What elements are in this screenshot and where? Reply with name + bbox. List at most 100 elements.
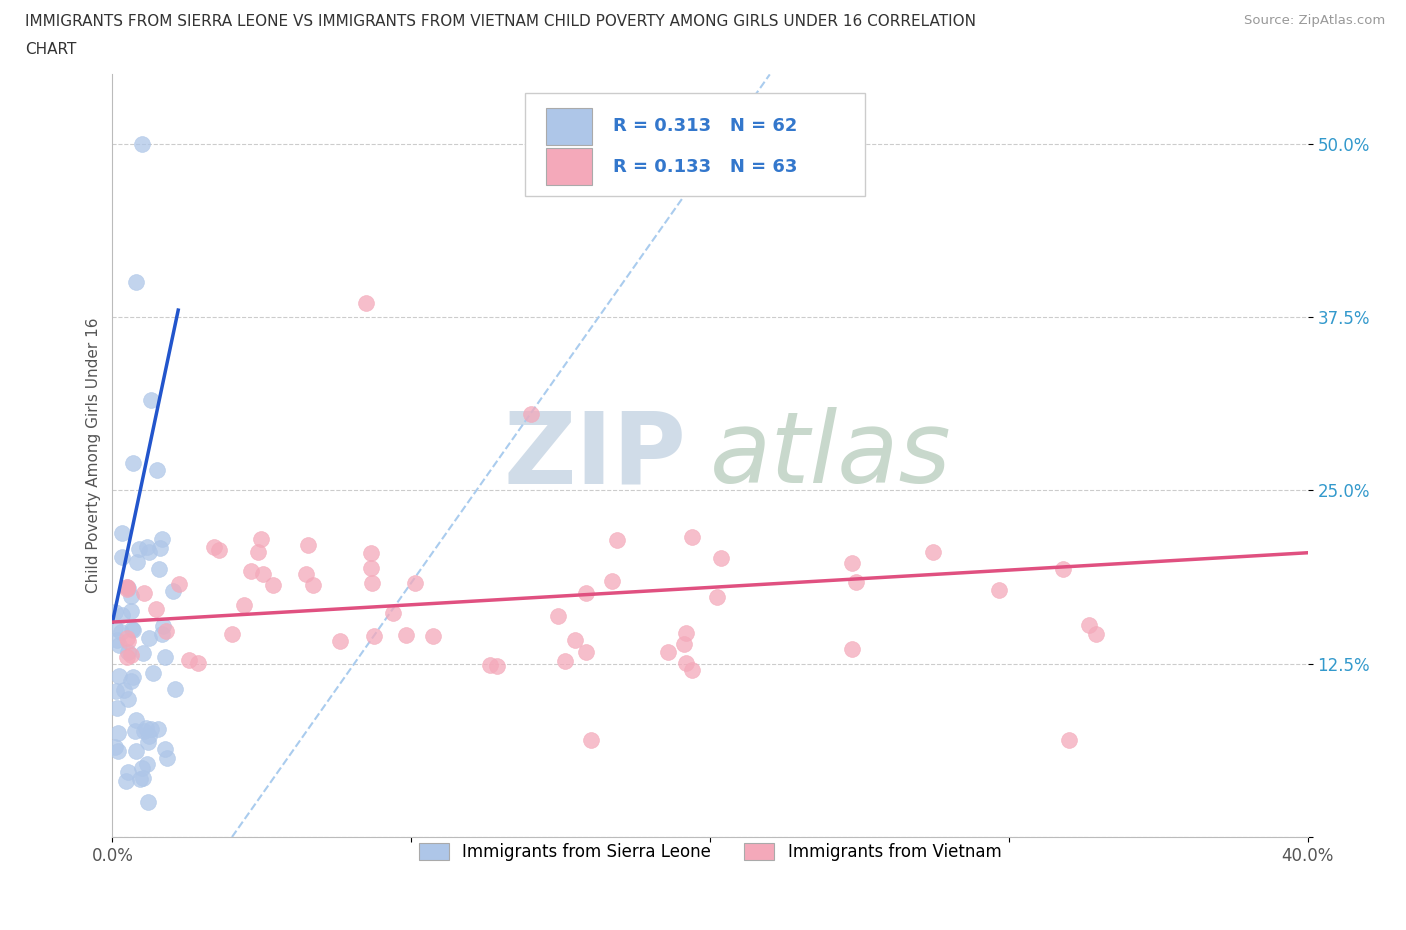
Point bbox=[520, 406, 543, 421]
Point bbox=[1057, 733, 1080, 748]
Point bbox=[120, 604, 142, 618]
Point bbox=[381, 605, 404, 620]
Text: R = 0.313   N = 62: R = 0.313 N = 62 bbox=[613, 117, 797, 135]
Point bbox=[105, 632, 128, 647]
Point bbox=[121, 621, 143, 636]
Point bbox=[360, 561, 382, 576]
Point bbox=[177, 653, 200, 668]
Point bbox=[111, 550, 134, 565]
Point bbox=[167, 577, 190, 591]
Point bbox=[153, 742, 176, 757]
Point bbox=[145, 602, 167, 617]
Point bbox=[122, 670, 145, 684]
Point bbox=[404, 576, 426, 591]
Text: ZIP: ZIP bbox=[503, 407, 686, 504]
Point bbox=[187, 656, 209, 671]
Point bbox=[107, 669, 129, 684]
Bar bbox=[547, 149, 592, 185]
Point bbox=[136, 539, 159, 554]
Point bbox=[156, 751, 179, 765]
Point bbox=[132, 724, 155, 738]
Point bbox=[138, 545, 160, 560]
Point bbox=[395, 628, 418, 643]
Point bbox=[115, 774, 138, 789]
Point bbox=[117, 581, 139, 596]
Point bbox=[148, 562, 170, 577]
Point bbox=[121, 674, 143, 689]
Point bbox=[135, 721, 157, 736]
Point bbox=[672, 636, 695, 651]
Text: Source: ZipAtlas.com: Source: ZipAtlas.com bbox=[1244, 14, 1385, 27]
Point bbox=[575, 586, 598, 601]
Point bbox=[202, 539, 225, 554]
Point bbox=[360, 545, 382, 560]
Point bbox=[129, 772, 152, 787]
Point bbox=[547, 609, 569, 624]
Point bbox=[148, 540, 170, 555]
Point bbox=[117, 692, 139, 707]
FancyBboxPatch shape bbox=[524, 94, 866, 196]
Point bbox=[138, 735, 160, 750]
Point bbox=[112, 683, 135, 698]
Point bbox=[295, 566, 318, 581]
Point bbox=[221, 627, 243, 642]
Point bbox=[329, 634, 352, 649]
Point bbox=[107, 725, 129, 740]
Point bbox=[146, 462, 169, 477]
Point bbox=[675, 655, 697, 670]
Point bbox=[479, 658, 502, 672]
Text: atlas: atlas bbox=[710, 407, 952, 504]
Point bbox=[239, 564, 262, 578]
Legend: Immigrants from Sierra Leone, Immigrants from Vietnam: Immigrants from Sierra Leone, Immigrants… bbox=[405, 830, 1015, 874]
Point bbox=[104, 604, 127, 619]
Point bbox=[1052, 562, 1074, 577]
Point bbox=[139, 722, 162, 737]
Point bbox=[606, 532, 628, 547]
Point bbox=[297, 538, 319, 552]
Point bbox=[845, 575, 868, 590]
Point bbox=[162, 584, 184, 599]
Point bbox=[356, 296, 378, 311]
Point bbox=[152, 619, 174, 634]
Point bbox=[706, 590, 728, 604]
Point bbox=[675, 626, 697, 641]
Point bbox=[111, 526, 134, 541]
Point bbox=[138, 795, 160, 810]
Point bbox=[136, 756, 159, 771]
Point bbox=[117, 580, 139, 595]
Point bbox=[485, 658, 508, 673]
Point bbox=[110, 625, 132, 640]
Point bbox=[121, 622, 143, 637]
Point bbox=[564, 632, 586, 647]
Point bbox=[124, 724, 146, 738]
Point bbox=[108, 638, 131, 653]
Text: CHART: CHART bbox=[25, 42, 77, 57]
Point bbox=[105, 700, 128, 715]
Text: IMMIGRANTS FROM SIERRA LEONE VS IMMIGRANTS FROM VIETNAM CHILD POVERTY AMONG GIRL: IMMIGRANTS FROM SIERRA LEONE VS IMMIGRAN… bbox=[25, 14, 976, 29]
Point bbox=[125, 275, 148, 290]
Point bbox=[142, 666, 165, 681]
Point bbox=[150, 627, 173, 642]
Point bbox=[131, 137, 153, 152]
Point bbox=[120, 647, 142, 662]
Point bbox=[131, 770, 153, 785]
Point bbox=[107, 743, 129, 758]
Point bbox=[128, 541, 150, 556]
Point bbox=[710, 551, 733, 565]
Point bbox=[422, 629, 444, 644]
Point bbox=[246, 544, 269, 559]
Point bbox=[250, 532, 273, 547]
Point bbox=[262, 578, 284, 592]
Point bbox=[841, 642, 863, 657]
Point bbox=[117, 633, 139, 648]
Point bbox=[117, 631, 139, 645]
Point bbox=[554, 654, 576, 669]
Point bbox=[600, 574, 623, 589]
Point bbox=[575, 644, 598, 659]
Point bbox=[141, 392, 163, 407]
Point bbox=[252, 566, 274, 581]
Point bbox=[922, 544, 945, 559]
Point bbox=[1078, 618, 1101, 632]
Point bbox=[117, 764, 139, 779]
Point bbox=[150, 532, 173, 547]
